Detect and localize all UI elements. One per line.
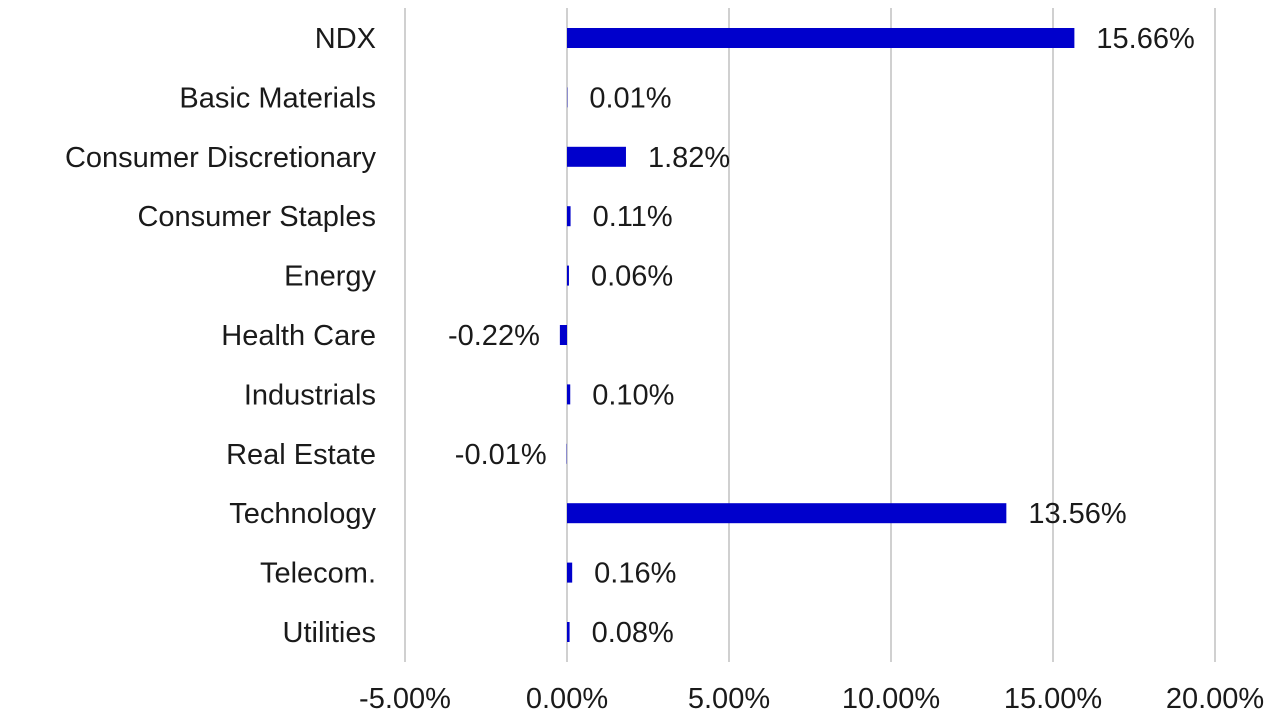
- bar: [567, 28, 1074, 48]
- x-tick-label: 20.00%: [1166, 683, 1264, 715]
- value-label: 0.16%: [594, 558, 676, 590]
- x-tick-label: 10.00%: [842, 683, 940, 715]
- value-label: 0.11%: [593, 201, 673, 233]
- x-tick-label: -5.00%: [359, 683, 451, 715]
- category-label: Consumer Discretionary: [65, 142, 377, 174]
- value-label: 15.66%: [1096, 23, 1194, 55]
- category-label: Basic Materials: [179, 82, 376, 114]
- value-label: 0.01%: [589, 82, 671, 114]
- bar: [567, 503, 1006, 523]
- x-tick-label: 5.00%: [688, 683, 770, 715]
- value-label: -0.22%: [448, 320, 540, 352]
- bar: [567, 266, 569, 286]
- value-label: 1.82%: [648, 142, 730, 174]
- bar: [567, 147, 626, 167]
- x-axis-tick-labels: -5.00% 0.00% 5.00% 10.00% 15.00% 20.00%: [359, 683, 1264, 715]
- category-labels: NDX Basic Materials Consumer Discretionary…: [65, 23, 377, 649]
- bars: [560, 28, 1075, 642]
- bar: [567, 384, 570, 404]
- category-label: NDX: [315, 23, 376, 55]
- value-label: -0.01%: [455, 439, 547, 471]
- category-label: Energy: [284, 261, 376, 293]
- bar: [567, 206, 571, 226]
- bar: [567, 622, 570, 642]
- category-label: Industrials: [244, 379, 376, 411]
- value-label: 0.08%: [592, 617, 674, 649]
- bar: [567, 563, 572, 583]
- category-label: Technology: [229, 498, 376, 530]
- category-label: Consumer Staples: [137, 201, 376, 233]
- category-label: Health Care: [221, 320, 376, 352]
- category-label: Utilities: [283, 617, 376, 649]
- x-tick-label: 15.00%: [1004, 683, 1102, 715]
- category-label: Telecom.: [260, 558, 376, 590]
- x-tick-label: 0.00%: [526, 683, 608, 715]
- value-label: 13.56%: [1028, 498, 1126, 530]
- bar: [560, 325, 567, 345]
- value-label: 0.10%: [592, 379, 674, 411]
- category-label: Real Estate: [226, 439, 376, 471]
- value-label: 0.06%: [591, 261, 673, 293]
